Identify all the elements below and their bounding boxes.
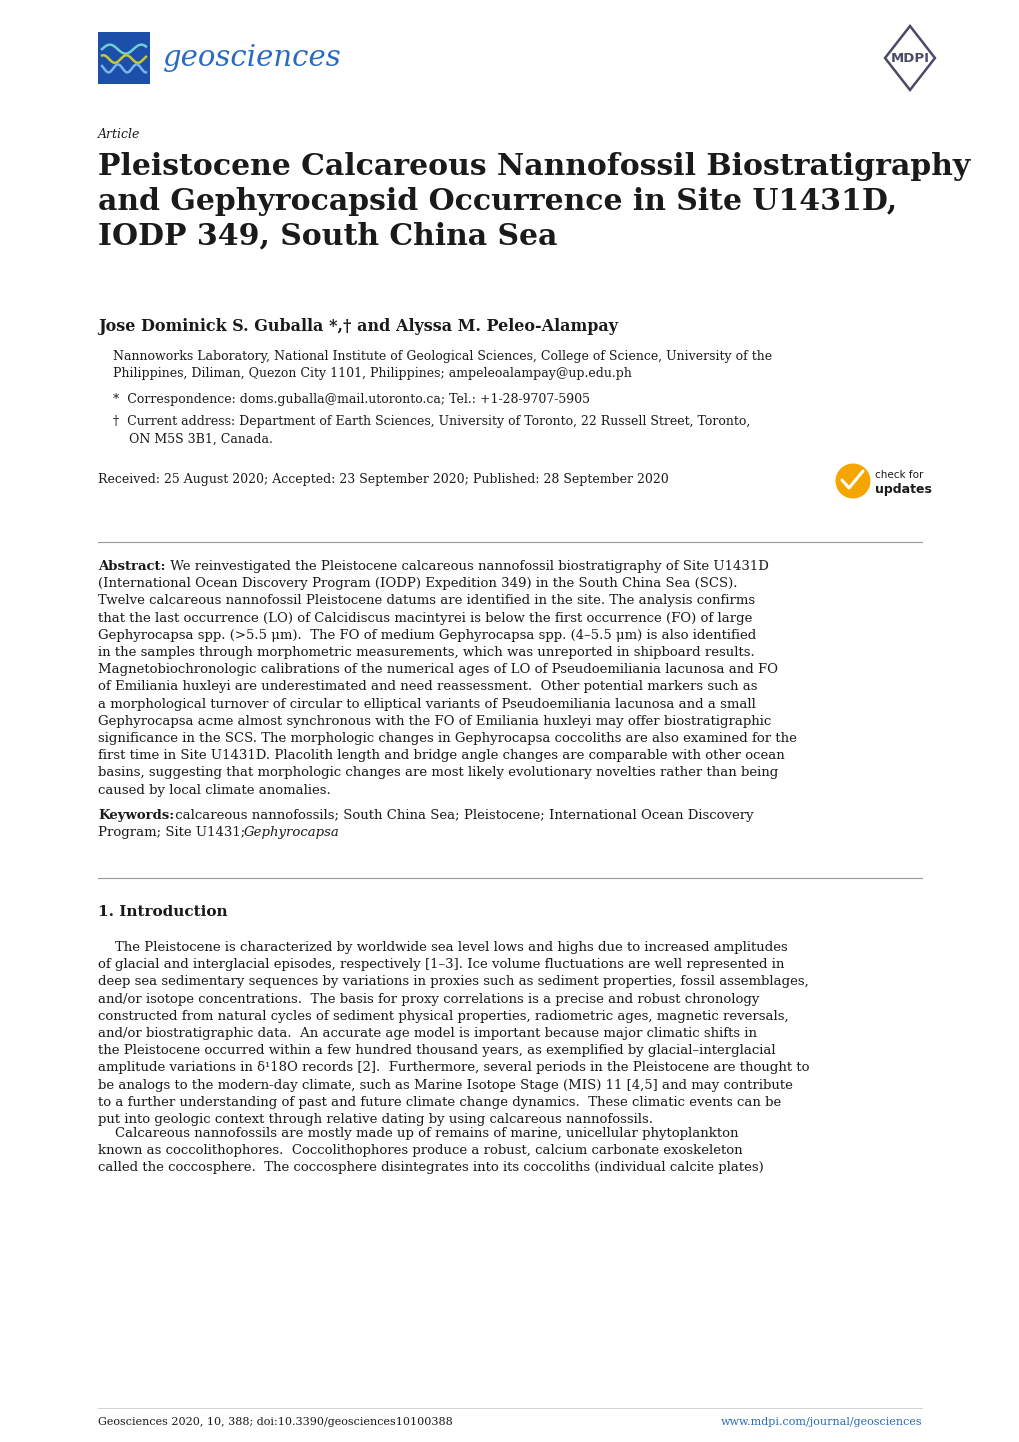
Text: of Emiliania huxleyi are underestimated and need reassessment.  Other potential : of Emiliania huxleyi are underestimated … xyxy=(98,681,757,694)
Text: known as coccolithophores.  Coccolithophores produce a robust, calcium carbonate: known as coccolithophores. Coccolithopho… xyxy=(98,1144,742,1156)
Text: significance in the SCS. The morphologic changes in Gephyrocapsa coccoliths are : significance in the SCS. The morphologic… xyxy=(98,733,796,746)
Text: put into geologic context through relative dating by using calcareous nannofossi: put into geologic context through relati… xyxy=(98,1113,652,1126)
Circle shape xyxy=(835,463,869,499)
Text: calcareous nannofossils; South China Sea; Pleistocene; International Ocean Disco: calcareous nannofossils; South China Sea… xyxy=(171,809,753,822)
Text: Gephyrocapsa: Gephyrocapsa xyxy=(244,826,339,839)
Text: (International Ocean Discovery Program (IODP) Expedition 349) in the South China: (International Ocean Discovery Program (… xyxy=(98,577,737,590)
Text: to a further understanding of past and future climate change dynamics.  These cl: to a further understanding of past and f… xyxy=(98,1096,781,1109)
Text: Magnetobiochronologic calibrations of the numerical ages of LO of Pseudoemiliani: Magnetobiochronologic calibrations of th… xyxy=(98,663,777,676)
Text: *  Correspondence: doms.guballa@mail.utoronto.ca; Tel.: +1-28-9707-5905: * Correspondence: doms.guballa@mail.utor… xyxy=(113,394,589,407)
Text: updates: updates xyxy=(874,483,931,496)
Text: 1. Introduction: 1. Introduction xyxy=(98,906,227,919)
Text: We reinvestigated the Pleistocene calcareous nannofossil biostratigraphy of Site: We reinvestigated the Pleistocene calcar… xyxy=(165,559,767,572)
Text: a morphological turnover of circular to elliptical variants of Pseudoemiliania l: a morphological turnover of circular to … xyxy=(98,698,755,711)
Text: Geosciences 2020, 10, 388; doi:10.3390/geosciences10100388: Geosciences 2020, 10, 388; doi:10.3390/g… xyxy=(98,1417,452,1428)
Text: MDPI: MDPI xyxy=(890,52,928,65)
Text: in the samples through morphometric measurements, which was unreported in shipbo: in the samples through morphometric meas… xyxy=(98,646,754,659)
Text: Twelve calcareous nannofossil Pleistocene datums are identified in the site. The: Twelve calcareous nannofossil Pleistocen… xyxy=(98,594,754,607)
Text: and/or biostratigraphic data.  An accurate age model is important because major : and/or biostratigraphic data. An accurat… xyxy=(98,1027,756,1040)
Text: that the last occurrence (LO) of Calcidiscus macintyrei is below the first occur: that the last occurrence (LO) of Calcidi… xyxy=(98,611,752,624)
Text: caused by local climate anomalies.: caused by local climate anomalies. xyxy=(98,783,330,796)
Text: called the coccosphere.  The coccosphere disintegrates into its coccoliths (indi: called the coccosphere. The coccosphere … xyxy=(98,1161,763,1174)
Text: and/or isotope concentrations.  The basis for proxy correlations is a precise an: and/or isotope concentrations. The basis… xyxy=(98,992,758,1005)
Text: basins, suggesting that morphologic changes are most likely evolutionary novelti: basins, suggesting that morphologic chan… xyxy=(98,766,777,779)
Text: Nannoworks Laboratory, National Institute of Geological Sciences, College of Sci: Nannoworks Laboratory, National Institut… xyxy=(113,350,771,381)
Text: Article: Article xyxy=(98,128,141,141)
Text: †  Current address: Department of Earth Sciences, University of Toronto, 22 Russ: † Current address: Department of Earth S… xyxy=(113,415,750,446)
Text: Jose Dominick S. Guballa *,† and Alyssa M. Peleo-Alampay: Jose Dominick S. Guballa *,† and Alyssa … xyxy=(98,319,618,335)
Text: deep sea sedimentary sequences by variations in proxies such as sediment propert: deep sea sedimentary sequences by variat… xyxy=(98,975,808,988)
Text: first time in Site U1431D. Placolith length and bridge angle changes are compara: first time in Site U1431D. Placolith len… xyxy=(98,750,784,763)
Text: Received: 25 August 2020; Accepted: 23 September 2020; Published: 28 September 2: Received: 25 August 2020; Accepted: 23 S… xyxy=(98,473,668,486)
Polygon shape xyxy=(884,26,934,89)
Text: of glacial and interglacial episodes, respectively [1–3]. Ice volume fluctuation: of glacial and interglacial episodes, re… xyxy=(98,957,784,972)
Text: the Pleistocene occurred within a few hundred thousand years, as exemplified by : the Pleistocene occurred within a few hu… xyxy=(98,1044,774,1057)
Bar xyxy=(98,32,150,84)
Text: Keywords:: Keywords: xyxy=(98,809,174,822)
Text: check for: check for xyxy=(874,470,922,480)
Text: Gephyrocapsa spp. (>5.5 μm).  The FO of medium Gephyrocapsa spp. (4–5.5 μm) is a: Gephyrocapsa spp. (>5.5 μm). The FO of m… xyxy=(98,629,755,642)
Text: Gephyrocapsa acme almost synchronous with the FO of Emiliania huxleyi may offer : Gephyrocapsa acme almost synchronous wit… xyxy=(98,715,770,728)
Text: www.mdpi.com/journal/geosciences: www.mdpi.com/journal/geosciences xyxy=(719,1417,921,1428)
Text: geosciences: geosciences xyxy=(163,45,341,72)
Text: Abstract:: Abstract: xyxy=(98,559,165,572)
Text: The Pleistocene is characterized by worldwide sea level lows and highs due to in: The Pleistocene is characterized by worl… xyxy=(98,942,787,955)
Text: amplitude variations in δ¹18O records [2].  Furthermore, several periods in the : amplitude variations in δ¹18O records [2… xyxy=(98,1061,809,1074)
Text: Program; Site U1431;: Program; Site U1431; xyxy=(98,826,250,839)
Text: Pleistocene Calcareous Nannofossil Biostratigraphy
and Gephyrocapsid Occurrence : Pleistocene Calcareous Nannofossil Biost… xyxy=(98,151,969,251)
Text: constructed from natural cycles of sediment physical properties, radiometric age: constructed from natural cycles of sedim… xyxy=(98,1009,788,1022)
Text: Calcareous nannofossils are mostly made up of remains of marine, unicellular phy: Calcareous nannofossils are mostly made … xyxy=(98,1128,738,1141)
Text: be analogs to the modern-day climate, such as Marine Isotope Stage (MIS) 11 [4,5: be analogs to the modern-day climate, su… xyxy=(98,1079,792,1092)
